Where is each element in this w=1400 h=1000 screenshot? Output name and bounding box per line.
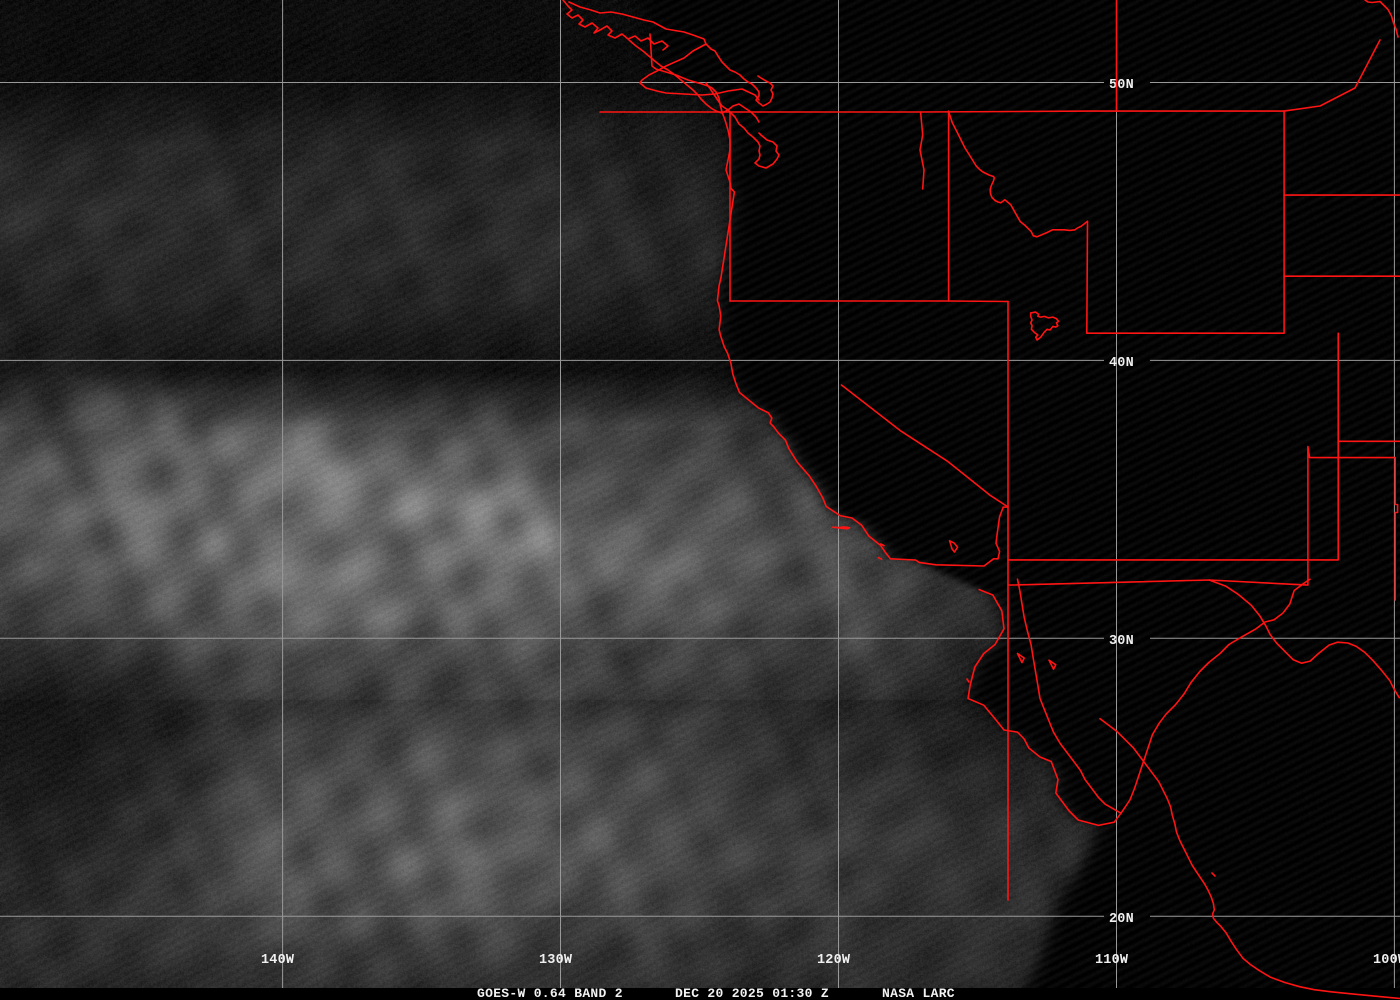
svg-text:30N: 30N	[1109, 634, 1134, 649]
svg-text:DEC 20 2025 01:30 Z: DEC 20 2025 01:30 Z	[675, 986, 829, 1000]
svg-text:50N: 50N	[1109, 78, 1134, 93]
svg-text:130W: 130W	[539, 953, 573, 968]
svg-text:20N: 20N	[1109, 912, 1134, 927]
svg-text:GOES-W 0.64 BAND 2: GOES-W 0.64 BAND 2	[477, 986, 623, 1000]
svg-text:110W: 110W	[1095, 953, 1129, 968]
svg-text:40N: 40N	[1109, 356, 1134, 371]
svg-text:NASA LARC: NASA LARC	[882, 986, 955, 1000]
svg-text:120W: 120W	[817, 953, 851, 968]
svg-text:100W: 100W	[1373, 953, 1400, 968]
svg-text:140W: 140W	[261, 953, 295, 968]
